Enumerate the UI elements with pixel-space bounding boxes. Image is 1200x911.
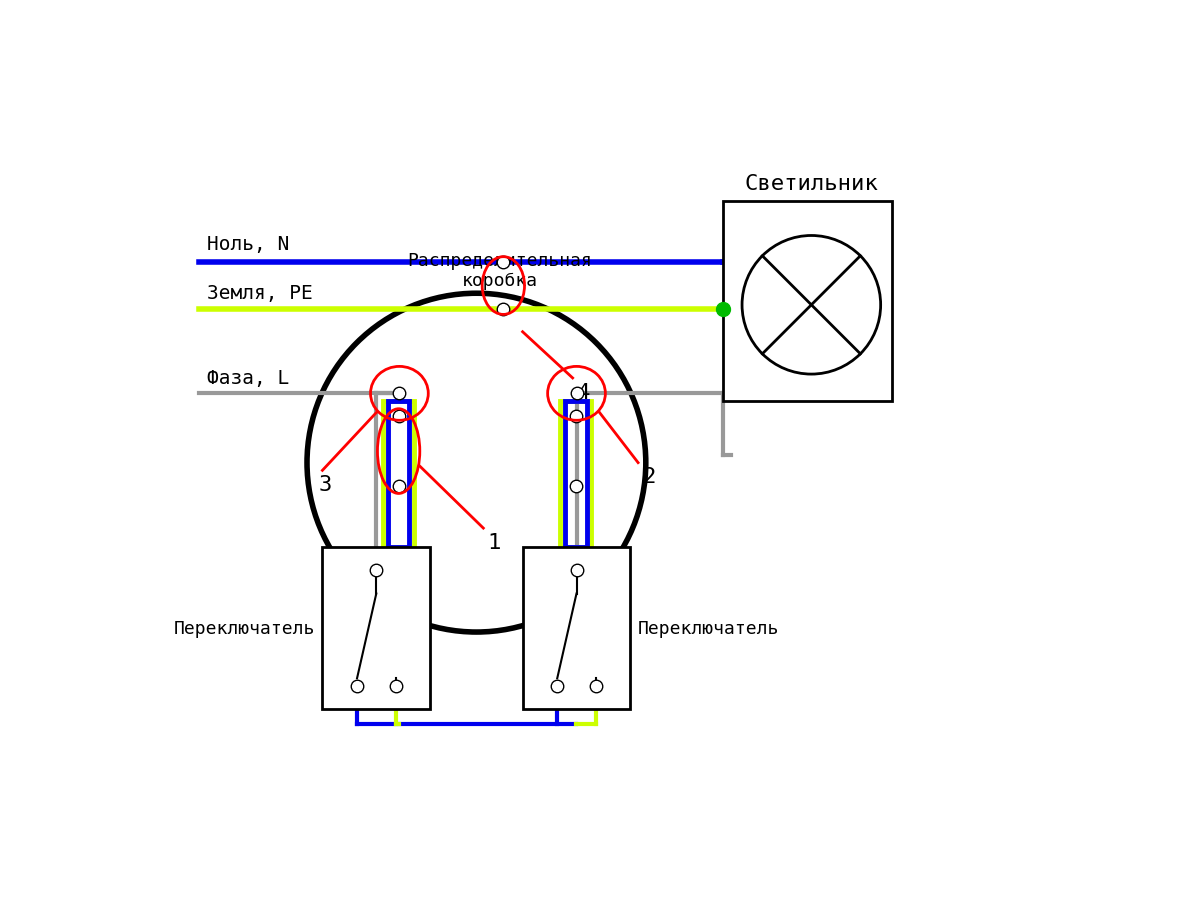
Bar	[388, 402, 409, 548]
Text: Переключатель: Переключатель	[638, 619, 780, 638]
Text: 1: 1	[487, 532, 500, 552]
Text: 4: 4	[576, 383, 590, 403]
Bar	[323, 548, 431, 710]
Bar	[383, 402, 414, 548]
Bar	[560, 402, 592, 548]
Text: Переключатель: Переключатель	[173, 619, 314, 638]
Text: Фаза, L: Фаза, L	[206, 369, 289, 388]
Text: Распределительная
коробка: Распределительная коробка	[407, 251, 592, 290]
Bar	[722, 201, 893, 402]
Text: Ноль, N: Ноль, N	[206, 235, 289, 254]
Text: Земля, PE: Земля, PE	[206, 284, 313, 303]
Text: 2: 2	[642, 467, 655, 487]
Text: Светильник: Светильник	[744, 174, 878, 194]
Text: 3: 3	[318, 475, 332, 495]
Bar	[565, 402, 587, 548]
Bar	[523, 548, 630, 710]
